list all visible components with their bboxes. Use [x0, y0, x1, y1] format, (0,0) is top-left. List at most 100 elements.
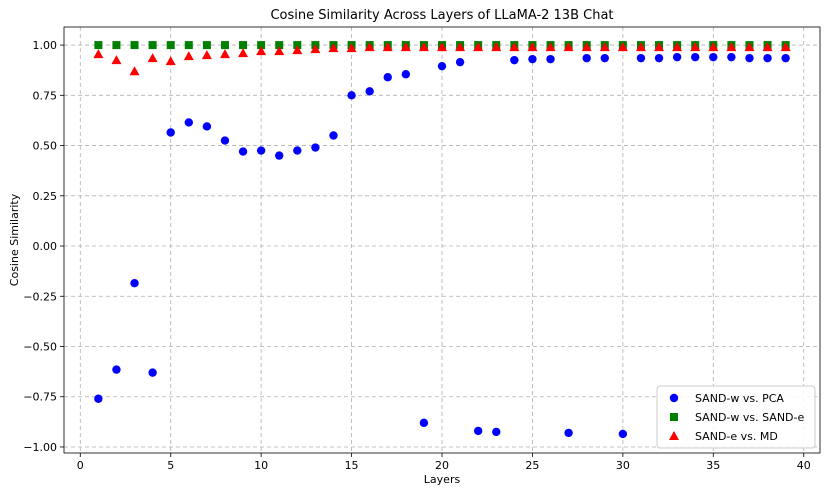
series-3-point — [93, 49, 104, 59]
series-3-point — [744, 42, 755, 52]
series-3-point — [527, 42, 538, 52]
series-3-point — [635, 42, 646, 52]
legend-item: SAND-w vs. PCA — [669, 392, 784, 405]
series-1-point — [709, 52, 718, 62]
series-2-point — [94, 41, 103, 50]
series-1-point — [365, 87, 374, 96]
series-1-point — [763, 53, 772, 63]
series-2-point — [293, 41, 302, 50]
series-3-point — [382, 42, 393, 52]
series-3-point — [581, 42, 592, 52]
y-tick-label: −1.00 — [23, 441, 57, 454]
series-3-point — [274, 46, 285, 56]
series-3-point — [165, 56, 176, 66]
series-1-point — [437, 61, 447, 71]
series-1-point — [672, 52, 682, 62]
series-3-point — [473, 42, 484, 52]
series-3-point — [310, 44, 321, 54]
series-3-point — [346, 43, 357, 53]
legend: SAND-w vs. PCA SAND-w vs. SAND-e SAND-e vs… — [656, 385, 816, 449]
series-1-point — [347, 91, 356, 100]
series-1-point — [582, 53, 591, 63]
series-1-point — [727, 52, 736, 62]
series-1-point — [419, 418, 429, 428]
series-1-point — [238, 147, 248, 156]
series-1-point — [600, 53, 609, 63]
series-3-point — [509, 42, 520, 52]
series-1-point — [492, 427, 501, 437]
series-3-point — [545, 42, 556, 52]
series-2-point — [202, 41, 211, 50]
series-2-point — [112, 41, 121, 50]
series-1-point — [94, 394, 103, 403]
series-2-point — [166, 41, 175, 50]
legend-marker — [670, 413, 678, 421]
x-tick-label: 5 — [167, 459, 174, 472]
x-tick-label: 0 — [77, 459, 84, 472]
y-tick-label: 0.25 — [33, 190, 58, 203]
series-1-point — [383, 73, 392, 82]
y-axis-title: Cosine Similarity — [8, 193, 21, 286]
series-1-point — [781, 53, 790, 63]
y-tick-label: −0.75 — [23, 391, 57, 404]
series-1-point — [528, 54, 537, 64]
series-3-point — [183, 51, 194, 61]
series-1-point — [745, 53, 754, 63]
x-tick-label: 10 — [254, 459, 268, 472]
y-tick-label: 0.50 — [33, 140, 58, 153]
series-1-point — [112, 365, 121, 374]
y-tick-label: 0.00 — [33, 240, 58, 253]
series-3-point — [491, 42, 502, 52]
y-tick-label: −0.50 — [23, 341, 57, 354]
series-3-point — [201, 50, 212, 60]
legend-label: SAND-w vs. PCA — [695, 392, 784, 405]
series-3-points — [93, 42, 791, 76]
series-1-point — [546, 54, 555, 64]
series-3-point — [654, 42, 665, 52]
series-1-point — [455, 57, 465, 67]
series-1-point — [654, 53, 664, 63]
series-2-point — [257, 41, 266, 50]
series-1-point — [329, 131, 338, 140]
series-1-point — [293, 146, 302, 155]
series-3-point — [111, 55, 122, 65]
series-3-point — [563, 42, 574, 52]
series-1-point — [311, 143, 320, 152]
series-3-point — [418, 42, 429, 52]
series-1-point — [564, 428, 573, 438]
series-3-point — [328, 43, 339, 53]
marks-layer — [93, 41, 791, 439]
series-1-point — [401, 70, 411, 79]
x-tick-label: 15 — [345, 459, 359, 472]
series-3-point — [708, 42, 719, 52]
legend-label: SAND-e vs. MD — [695, 430, 778, 443]
legend-marker — [669, 393, 679, 403]
series-1-point — [473, 426, 483, 436]
series-1-point — [184, 118, 193, 127]
legend-label: SAND-w vs. SAND-e — [695, 411, 804, 424]
series-3-point — [726, 42, 737, 52]
series-2-point — [275, 41, 284, 50]
series-3-point — [238, 48, 249, 58]
series-3-point — [256, 46, 267, 56]
series-3-point — [762, 42, 773, 52]
series-3-point — [599, 42, 610, 52]
x-tick-label: 35 — [706, 459, 720, 472]
ticks-layer: 0 5 10 15 20 25 30 35 40 −1.00 −0.75 −0.50 −0.25 0.00… — [23, 39, 810, 472]
grid-layer — [64, 27, 820, 453]
y-tick-label: 1.00 — [33, 39, 58, 52]
legend-item: SAND-e vs. MD — [669, 430, 778, 443]
legend-box — [656, 385, 816, 449]
chart-title: Cosine Similarity Across Layers of LLaMA… — [270, 8, 613, 23]
series-2-point — [184, 41, 193, 50]
series-3-point — [455, 42, 466, 52]
series-3-point — [690, 42, 701, 52]
series-1-point — [166, 128, 175, 137]
series-1-point — [256, 146, 266, 155]
x-tick-label: 25 — [525, 459, 539, 472]
legend-marker — [669, 431, 679, 440]
series-3-point — [292, 45, 303, 55]
series-1-point — [691, 52, 700, 62]
series-3-point — [147, 53, 158, 63]
legend-item: SAND-w vs. SAND-e — [670, 411, 804, 424]
